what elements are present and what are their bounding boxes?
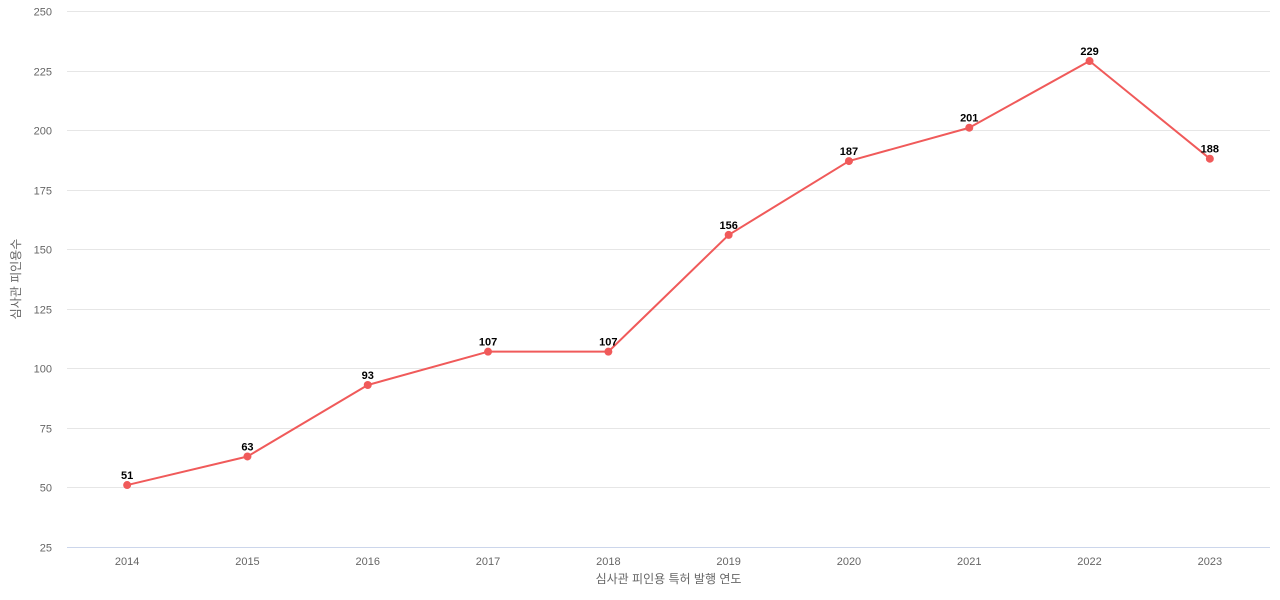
y-tick-label: 100 [34,364,52,376]
x-tick-label: 2016 [356,556,380,568]
x-tick-label: 2018 [596,556,620,568]
x-tick-label: 2021 [957,556,981,568]
y-tick-label: 175 [34,186,52,198]
y-tick-label: 50 [40,483,52,495]
x-tick-label: 2015 [235,556,259,568]
data-labels: 51 63 93 107 107 156 187 201 229 188 [121,46,1219,482]
data-label: 201 [960,113,978,125]
data-label: 156 [719,220,737,232]
y-tick-label: 25 [40,543,52,555]
data-point[interactable] [1085,57,1094,66]
x-tick-label: 2019 [716,556,740,568]
x-tick-label: 2020 [837,556,861,568]
data-label: 51 [121,470,133,482]
x-axis-title: 심사관 피인용 특허 발행 연도 [596,571,742,586]
y-tick-label: 250 [34,7,52,19]
data-point[interactable] [965,123,974,132]
y-axis-title: 심사관 피인용수 [9,239,23,320]
data-point[interactable] [243,452,252,461]
x-tick-label: 2017 [476,556,500,568]
data-label: 93 [362,370,374,382]
y-tick-label: 75 [40,424,52,436]
data-point[interactable] [844,157,853,166]
series-layer [123,57,1214,490]
data-label: 107 [599,337,617,349]
x-tick-label: 2023 [1198,556,1222,568]
y-tick-label: 225 [34,67,52,79]
y-tick-label: 200 [34,126,52,138]
y-axis: 25 50 75 100 125 150 175 200 225 250 [34,7,52,555]
data-point[interactable] [724,230,733,239]
data-point[interactable] [604,347,613,356]
y-tick-label: 150 [34,245,52,257]
y-tick-label: 125 [34,305,52,317]
data-label: 229 [1080,46,1098,58]
data-label: 188 [1201,144,1219,156]
grid-layer [67,11,1270,548]
data-label: 107 [479,337,497,349]
data-point[interactable] [484,347,493,356]
series-line [126,60,1211,487]
data-label: 187 [840,146,858,158]
x-tick-label: 2022 [1077,556,1101,568]
x-tick-label: 2014 [115,556,139,568]
data-label: 63 [241,441,253,453]
data-point[interactable] [363,381,372,390]
x-axis: 2014 2015 2016 2017 2018 2019 2020 2021 2022 2023 [115,556,1222,568]
data-point[interactable] [123,481,132,490]
data-point[interactable] [1205,154,1214,163]
